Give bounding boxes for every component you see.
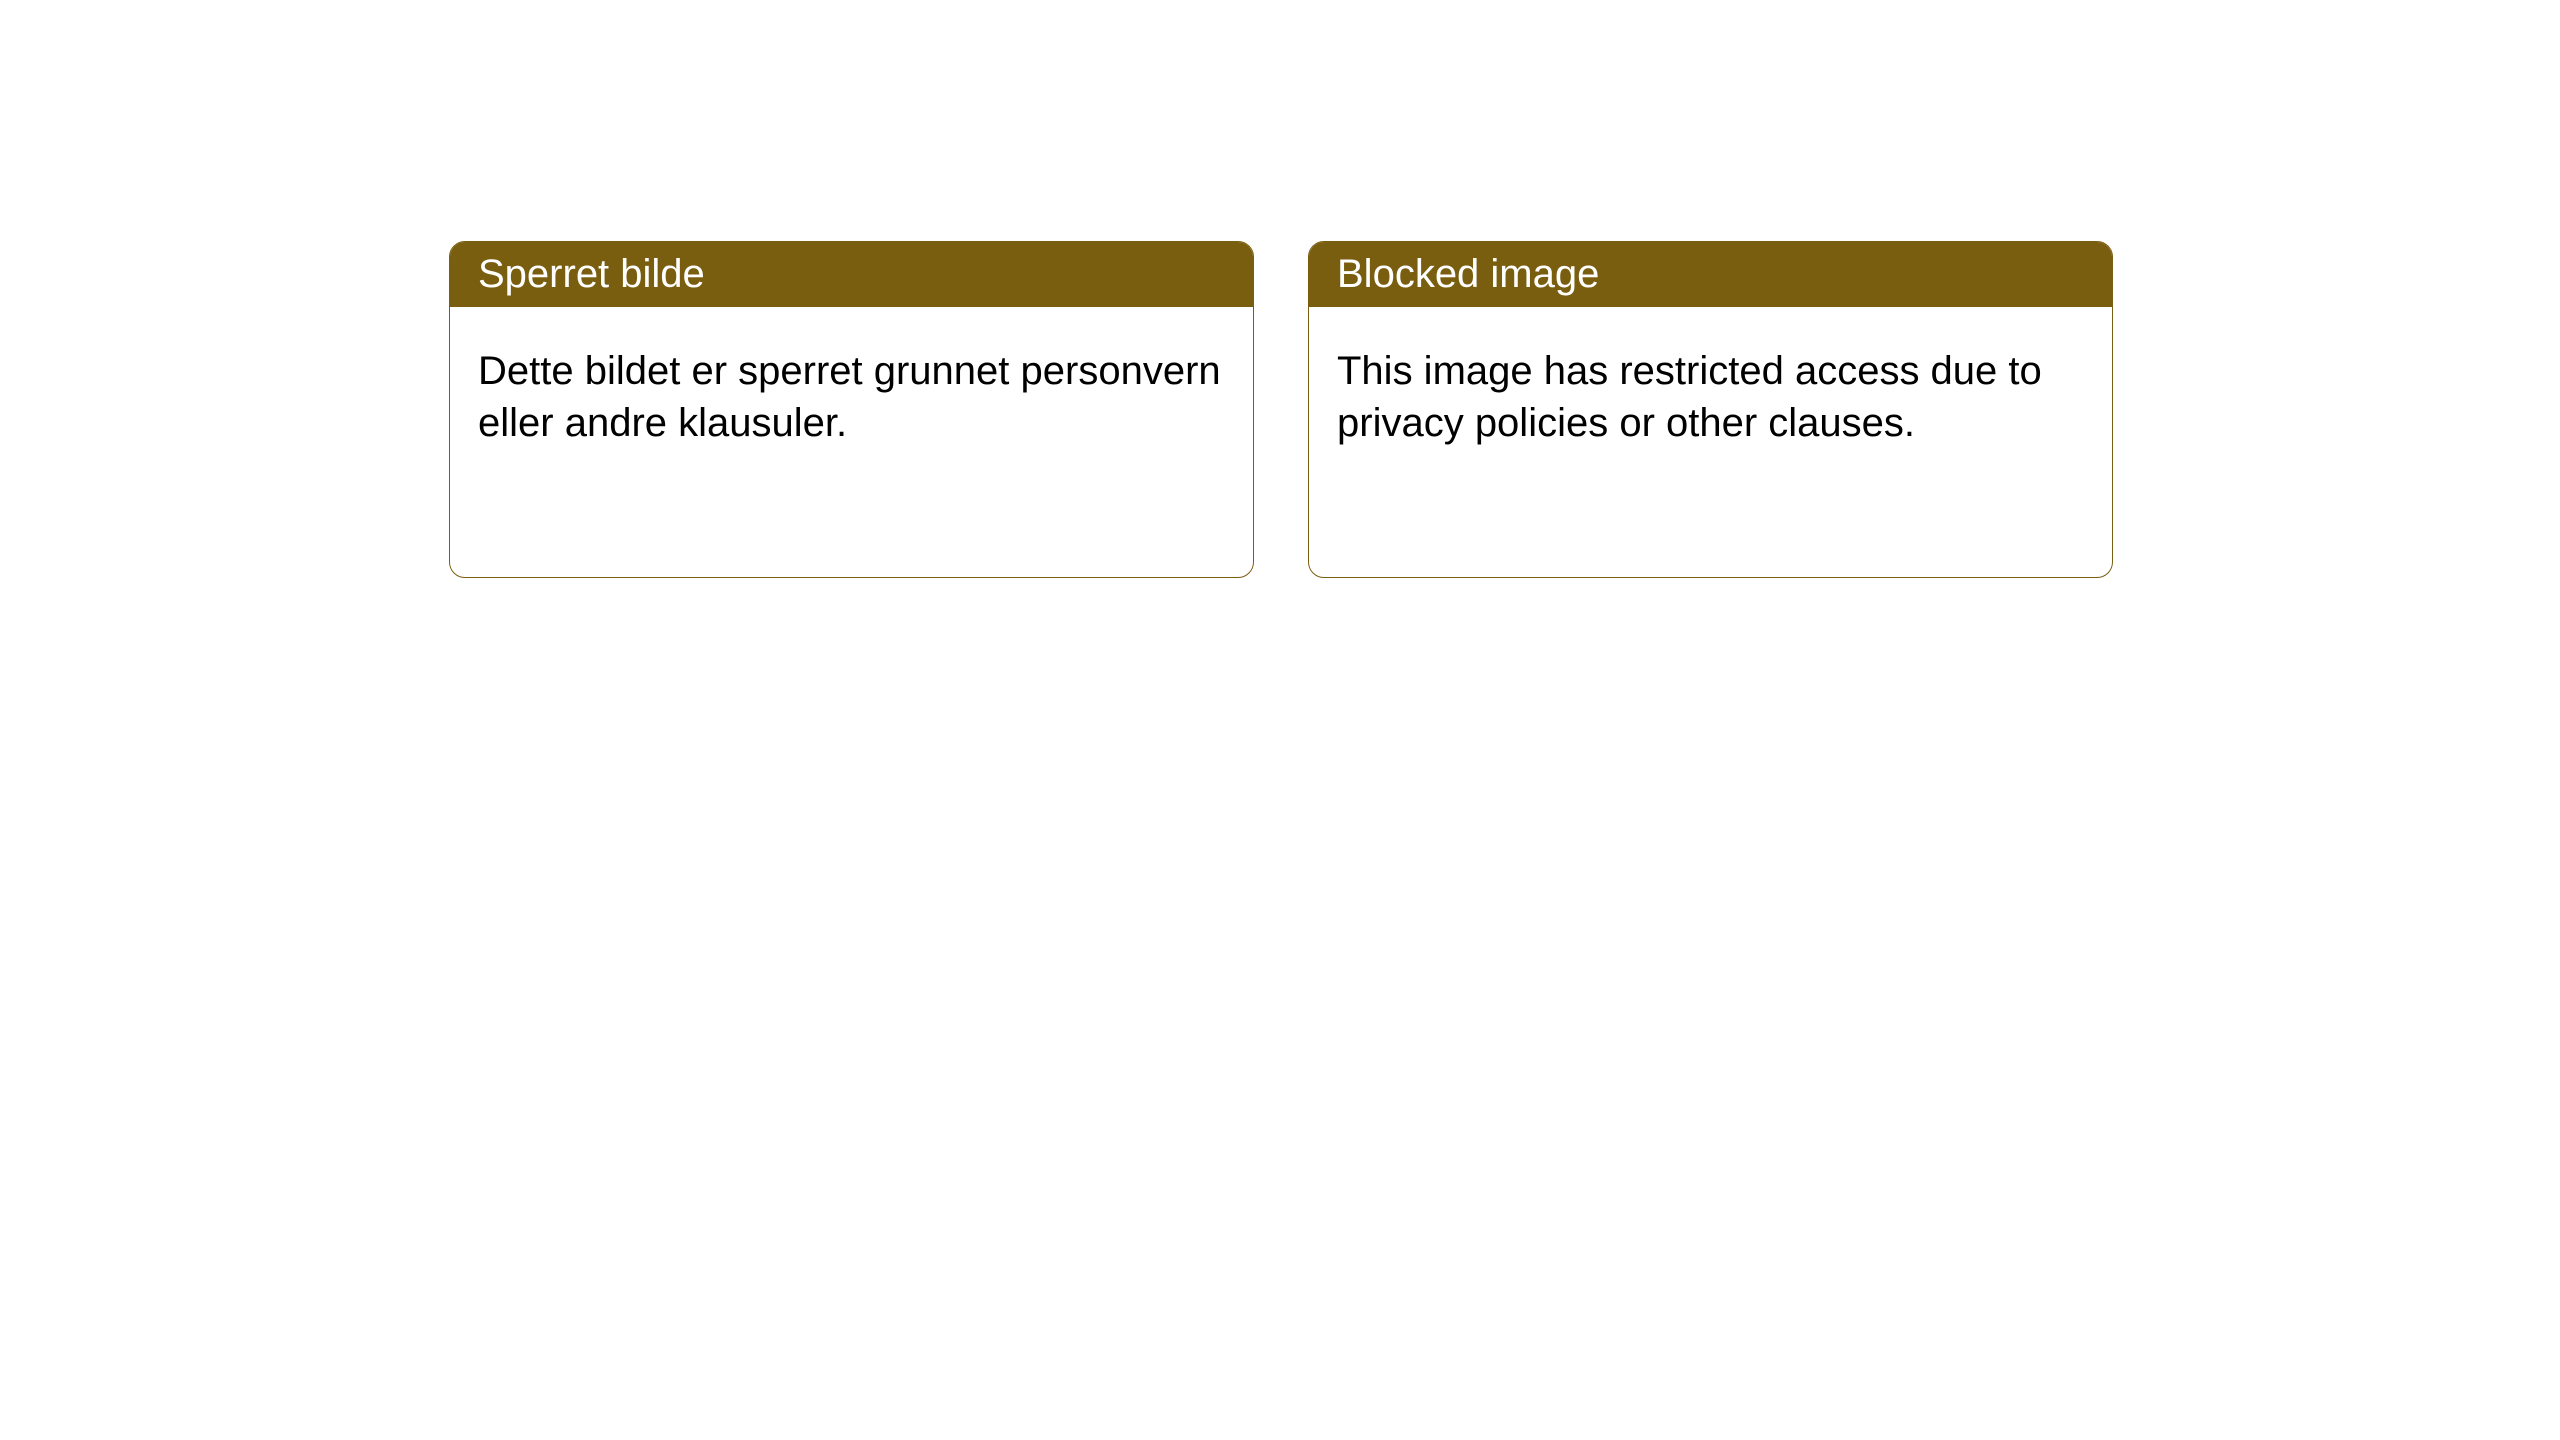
card-title: Blocked image xyxy=(1337,252,1599,296)
blocked-image-card-no: Sperret bilde Dette bildet er sperret gr… xyxy=(449,241,1254,578)
card-body: This image has restricted access due to … xyxy=(1309,307,2112,487)
card-body: Dette bildet er sperret grunnet personve… xyxy=(450,307,1253,487)
notice-container: Sperret bilde Dette bildet er sperret gr… xyxy=(0,0,2560,578)
blocked-image-card-en: Blocked image This image has restricted … xyxy=(1308,241,2113,578)
card-body-text: This image has restricted access due to … xyxy=(1337,349,2042,445)
card-header: Sperret bilde xyxy=(450,242,1253,307)
card-body-text: Dette bildet er sperret grunnet personve… xyxy=(478,349,1221,445)
card-header: Blocked image xyxy=(1309,242,2112,307)
card-title: Sperret bilde xyxy=(478,252,705,296)
